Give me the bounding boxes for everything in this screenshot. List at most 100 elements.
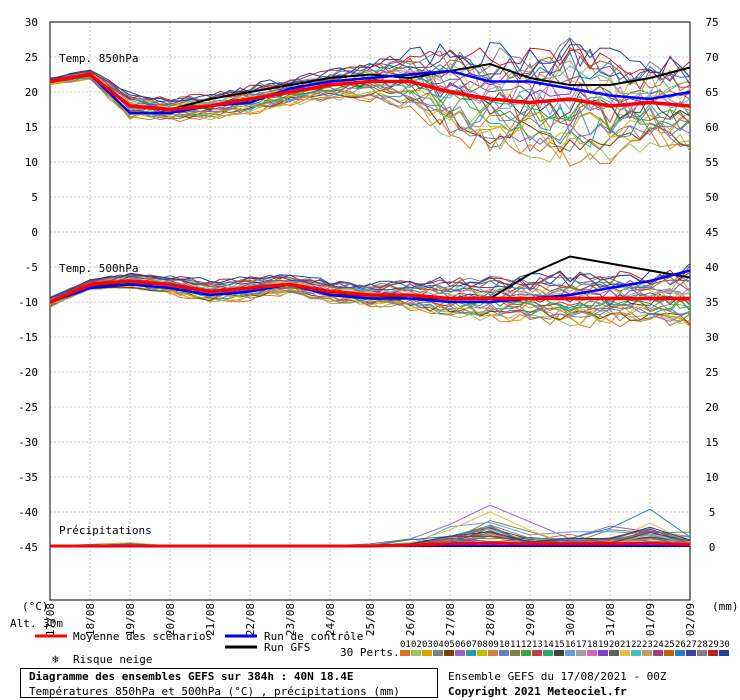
right-tick-label: 65 (705, 86, 718, 99)
pert-swatch-24 (653, 650, 663, 656)
pert-label-24: 24 (653, 640, 664, 650)
x-tick-label: 01/09 (644, 603, 657, 636)
footer-title-box: Diagramme des ensembles GEFS sur 384h : … (20, 668, 438, 698)
pert-label-30: 30 (719, 640, 730, 650)
pert-label-25: 25 (664, 640, 675, 650)
pert-label-09: 09 (488, 640, 499, 650)
right-tick-label: 25 (705, 366, 718, 379)
pert-swatch-03 (422, 650, 432, 656)
x-tick-label: 30/08 (564, 603, 577, 636)
left-tick-label: -15 (18, 331, 38, 344)
left-tick-label: 20 (25, 86, 38, 99)
annotation-precip: Précipitations (59, 524, 152, 537)
right-tick-label: 60 (705, 121, 718, 134)
pert-label-03: 03 (422, 640, 433, 650)
pert-swatch-19 (598, 650, 608, 656)
pert-swatch-10 (499, 650, 509, 656)
pert-label-11: 11 (510, 640, 521, 650)
t500-member-03 (49, 285, 691, 328)
left-tick-label: -10 (18, 296, 38, 309)
x-tick-label: 31/08 (604, 603, 617, 636)
left-tick-label: -25 (18, 401, 38, 414)
pert-label-28: 28 (697, 640, 708, 650)
pert-label-08: 08 (477, 640, 488, 650)
pert-label-18: 18 (587, 640, 598, 650)
t850-member-10 (49, 76, 691, 136)
pert-swatch-13 (532, 650, 542, 656)
pert-swatch-06 (455, 650, 465, 656)
annotation-t500: Temp. 500hPa (59, 262, 138, 275)
pert-swatch-22 (631, 650, 641, 656)
right-tick-label: 35 (705, 296, 718, 309)
left-tick-label: -40 (18, 506, 38, 519)
x-tick-label: 17/08 (44, 603, 57, 636)
pert-swatch-29 (708, 650, 718, 656)
annotation-t850: Temp. 850hPa (59, 52, 138, 65)
t850-member-13 (49, 73, 691, 126)
t850-member-07 (49, 76, 691, 148)
pert-swatch-02 (411, 650, 421, 656)
t850-member-26 (49, 51, 691, 106)
pert-label-17: 17 (576, 640, 587, 650)
t850-control-line (49, 69, 691, 115)
x-tick-label: 28/08 (484, 603, 497, 636)
snowflake-icon: ❄ (52, 653, 59, 666)
ensemble-date: Ensemble GEFS du 17/08/2021 - 00Z (448, 670, 667, 683)
pert-swatch-05 (444, 650, 454, 656)
right-unit: (mm) (712, 600, 739, 613)
left-tick-label: -5 (25, 261, 38, 274)
t850-member-30 (49, 42, 691, 102)
pert-swatch-28 (697, 650, 707, 656)
x-tick-label: 25/08 (364, 603, 377, 636)
x-tick-label: 29/08 (524, 603, 537, 636)
left-tick-label: -20 (18, 366, 38, 379)
left-unit: (°C) (22, 600, 49, 613)
pert-swatch-16 (565, 650, 575, 656)
x-tick-label: 27/08 (444, 603, 457, 636)
pert-label-27: 27 (686, 640, 697, 650)
legend-mean-label: Moyenne des scénarios (73, 630, 212, 643)
x-tick-label: 26/08 (404, 603, 417, 636)
left-tick-label: -35 (18, 471, 38, 484)
pert-swatch-25 (664, 650, 674, 656)
t500-member-30 (49, 263, 691, 299)
right-tick-label: 20 (705, 401, 718, 414)
x-tick-label: 22/08 (244, 603, 257, 636)
altitude-label: Alt. 30m (10, 617, 63, 630)
pert-label-14: 14 (543, 640, 554, 650)
right-tick-label: 50 (705, 191, 718, 204)
legend-gfs-label: Run GFS (264, 641, 310, 654)
pert-swatch-15 (554, 650, 564, 656)
left-tick-label: 5 (31, 191, 38, 204)
right-tick-label: 0 (709, 541, 716, 554)
right-tick-label: 5 (709, 506, 716, 519)
pert-swatch-04 (433, 650, 443, 656)
pert-swatch-27 (686, 650, 696, 656)
legend: Alt. 30m Moyenne des scénarios Run de cont… (10, 617, 730, 666)
main-series (49, 62, 691, 548)
pert-label-02: 02 (411, 640, 422, 650)
x-tick-label: 19/08 (124, 603, 137, 636)
pert-swatch-21 (620, 650, 630, 656)
left-tick-label: -30 (18, 436, 38, 449)
chart-title: Diagramme des ensembles GEFS sur 384h : … (29, 670, 354, 683)
pert-label-05: 05 (444, 640, 455, 650)
legend-perts-label: 30 Perts. (340, 646, 400, 659)
pert-swatch-08 (477, 650, 487, 656)
x-tick-label: 24/08 (324, 603, 337, 636)
copyright: Copyright 2021 Meteociel.fr (448, 685, 627, 698)
pert-label-06: 06 (455, 640, 466, 650)
pert-label-16: 16 (565, 640, 576, 650)
pert-swatch-30 (719, 650, 729, 656)
legend-snow-label: Risque neige (73, 653, 152, 666)
pert-swatch-12 (521, 650, 531, 656)
x-tick-label: 21/08 (204, 603, 217, 636)
pert-swatch-26 (675, 650, 685, 656)
right-tick-label: 10 (705, 471, 718, 484)
left-tick-label: 25 (25, 51, 38, 64)
pert-swatch-14 (543, 650, 553, 656)
pert-swatch-17 (576, 650, 586, 656)
pert-swatch-01 (400, 650, 410, 656)
pert-label-10: 10 (499, 640, 510, 650)
pert-label-26: 26 (675, 640, 686, 650)
